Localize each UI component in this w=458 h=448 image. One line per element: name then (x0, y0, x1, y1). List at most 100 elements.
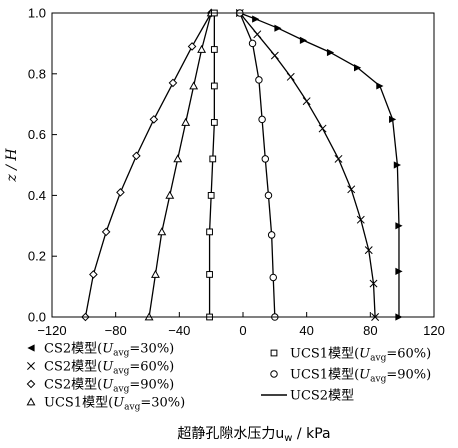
series-3 (81, 8, 216, 322)
series-2 (235, 9, 380, 321)
data-point (189, 81, 199, 90)
x-axis-title-main: 超静孔隙水压力u (177, 426, 284, 442)
legend-label-var: U (359, 368, 371, 383)
legend-marker (270, 349, 278, 357)
y-tick-label: 0.8 (28, 66, 46, 81)
data-point (206, 228, 213, 236)
series-curve (239, 12, 376, 318)
y-tick-label: 0.0 (28, 310, 46, 325)
legend-label: CS2模型(Uavg=30%) (44, 342, 174, 359)
data-point (261, 155, 270, 163)
legend-label: CS2模型(Uavg=60%) (44, 360, 174, 377)
plot-frame (51, 12, 435, 318)
data-point (89, 270, 98, 279)
legend-label-sub: avg (370, 354, 386, 364)
data-point (207, 192, 215, 199)
legend-item: UCS2模型 (261, 389, 354, 404)
data-point (393, 161, 401, 169)
data-point (252, 15, 260, 23)
data-point (299, 36, 308, 44)
data-point (173, 154, 183, 163)
data-point (369, 279, 378, 288)
legend-label: CS2模型(Uavg=90%) (44, 378, 174, 395)
x-axis-title: 超静孔隙水压力uw / kPa (177, 426, 330, 444)
plot-area (81, 8, 403, 322)
data-point (347, 185, 356, 194)
x-tick-label: 0 (239, 323, 246, 338)
legend-label-val: =60%) (129, 360, 174, 375)
legend-label-var: U (113, 396, 125, 411)
legend-label-val: =60%) (386, 347, 431, 362)
data-point (302, 97, 311, 106)
data-point (181, 117, 191, 126)
data-point (210, 119, 218, 126)
y-axis-ticks: 0.0 0.2 0.4 0.6 0.8 1.0 (28, 6, 57, 325)
legend-label-sub: avg (113, 367, 129, 377)
legend-label-model: CS2模型( (44, 342, 102, 357)
legend-item: UCS1模型(Uavg=60%) (270, 347, 431, 364)
legend-item: UCS1模型(Uavg=90%) (270, 368, 431, 385)
data-point (364, 246, 373, 255)
data-point (334, 154, 343, 163)
data-point (197, 44, 207, 53)
legend-label: UCS2模型 (290, 389, 354, 404)
legend-label-var: U (359, 347, 371, 362)
data-point (376, 82, 384, 90)
legend-label: UCS1模型(Uavg=60%) (290, 347, 431, 364)
legend-label-model: UCS2模型 (290, 389, 354, 404)
legend-label-model: UCS1模型( (44, 396, 113, 411)
data-point (168, 78, 178, 88)
data-point (248, 39, 257, 48)
y-tick-label: 1.0 (28, 6, 46, 21)
legend-label-var: U (102, 360, 114, 375)
data-point (149, 115, 159, 124)
legend-label-model: UCS1模型( (290, 368, 359, 383)
series-curve (148, 12, 212, 318)
legend-item: UCS1模型(Uavg=30%) (26, 396, 185, 413)
x-axis-title-unit: / kPa (292, 426, 330, 442)
legend-label-var: U (102, 342, 114, 357)
data-point (132, 151, 141, 161)
data-point (116, 188, 125, 197)
series-1 (236, 9, 403, 321)
series-5 (206, 9, 218, 321)
x-tick-label: 120 (423, 323, 445, 338)
data-point (269, 273, 277, 282)
series-curve (239, 12, 400, 317)
y-tick-label: 0.4 (28, 188, 46, 203)
legend-label-model: CS2模型( (44, 360, 102, 375)
data-point (318, 124, 327, 133)
data-point (395, 267, 403, 275)
data-point (157, 227, 167, 236)
legend-marker (26, 379, 36, 389)
legend-label-sub: avg (124, 403, 140, 413)
x-tick-label: −120 (37, 323, 66, 338)
legend-label-model: CS2模型( (44, 378, 102, 393)
data-point (255, 76, 263, 84)
data-point (389, 115, 397, 123)
series-6 (236, 9, 279, 321)
legend-label-val: =30%) (129, 342, 174, 357)
series-curve (84, 12, 212, 318)
legend-label-val: =90%) (386, 368, 431, 383)
data-point (274, 24, 282, 32)
data-point (286, 72, 295, 81)
data-point (210, 46, 218, 53)
legend-label-var: U (102, 378, 114, 393)
x-axis-title-sub: w (284, 433, 292, 444)
axes (51, 12, 435, 318)
legend-item: CS2模型(Uavg=90%) (26, 378, 174, 395)
legend: CS2模型(Uavg=30%)CS2模型(Uavg=60%)CS2模型(Uavg… (26, 342, 431, 413)
legend-item: CS2模型(Uavg=60%) (27, 360, 174, 377)
y-tick-label: 0.2 (28, 249, 46, 264)
data-point (187, 42, 197, 51)
data-point (206, 271, 213, 278)
legend-marker (27, 344, 35, 352)
legend-label-sub: avg (370, 375, 386, 385)
legend-marker (26, 397, 36, 406)
y-axis-title: z / H (4, 148, 20, 183)
legend-marker (27, 362, 35, 370)
data-point (210, 82, 218, 90)
y-tick-label: 0.6 (28, 127, 46, 142)
